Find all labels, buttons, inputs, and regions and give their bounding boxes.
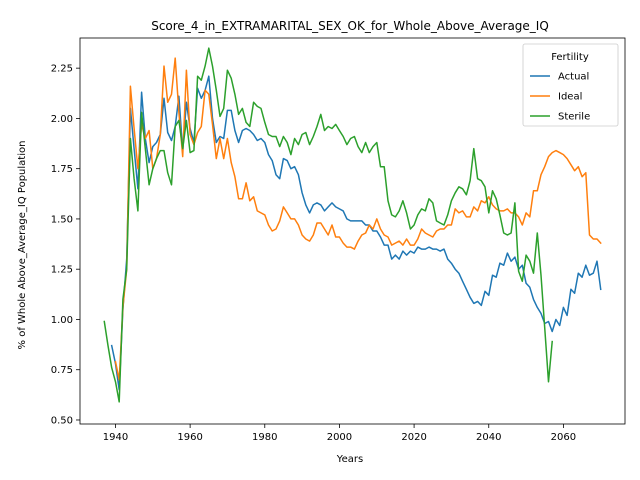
y-tick-label: 0.50 — [51, 415, 73, 426]
series-line-sterile — [103, 47, 554, 403]
axes-frame — [79, 37, 626, 425]
legend-title: Fertility — [551, 52, 589, 63]
legend: Fertility Actual Ideal Sterile — [522, 43, 619, 127]
legend-label-sterile: Sterile — [558, 112, 590, 123]
legend-entries: Actual Ideal Sterile — [530, 72, 590, 123]
legend-label-actual: Actual — [558, 72, 589, 83]
x-axis: 1940 1960 1980 2000 2020 2040 2060 — [103, 424, 576, 443]
series-line-actual — [110, 75, 602, 391]
series-line-ideal — [114, 57, 602, 381]
x-tick-label: 2040 — [476, 432, 501, 443]
y-tick-label: 1.25 — [51, 265, 73, 276]
y-tick-label: 1.00 — [51, 315, 73, 326]
legend-box — [522, 43, 619, 127]
legend-label-ideal: Ideal — [558, 92, 582, 103]
x-tick-label: 2000 — [327, 432, 352, 443]
y-tick-label: 1.75 — [51, 164, 73, 175]
y-axis-label: % of Whole Above_Average_IQ Population — [17, 141, 28, 350]
x-tick-label: 2020 — [401, 432, 426, 443]
y-tick-label: 0.75 — [51, 365, 73, 376]
x-axis-label: Years — [336, 454, 363, 465]
chart-title: Score_4_in_EXTRAMARITAL_SEX_OK_for_Whole… — [151, 19, 549, 33]
y-tick-label: 1.50 — [51, 214, 73, 225]
x-tick-label: 1960 — [177, 432, 202, 443]
x-tick-label: 1980 — [252, 432, 277, 443]
y-tick-label: 2.25 — [51, 64, 73, 75]
y-tick-label: 2.00 — [51, 114, 73, 125]
x-tick-label: 1940 — [103, 432, 128, 443]
x-tick-label: 2060 — [551, 432, 576, 443]
y-axis: 0.50 0.75 1.00 1.25 1.50 1.75 2.00 2.25 — [51, 64, 80, 426]
series-lines — [103, 47, 602, 403]
